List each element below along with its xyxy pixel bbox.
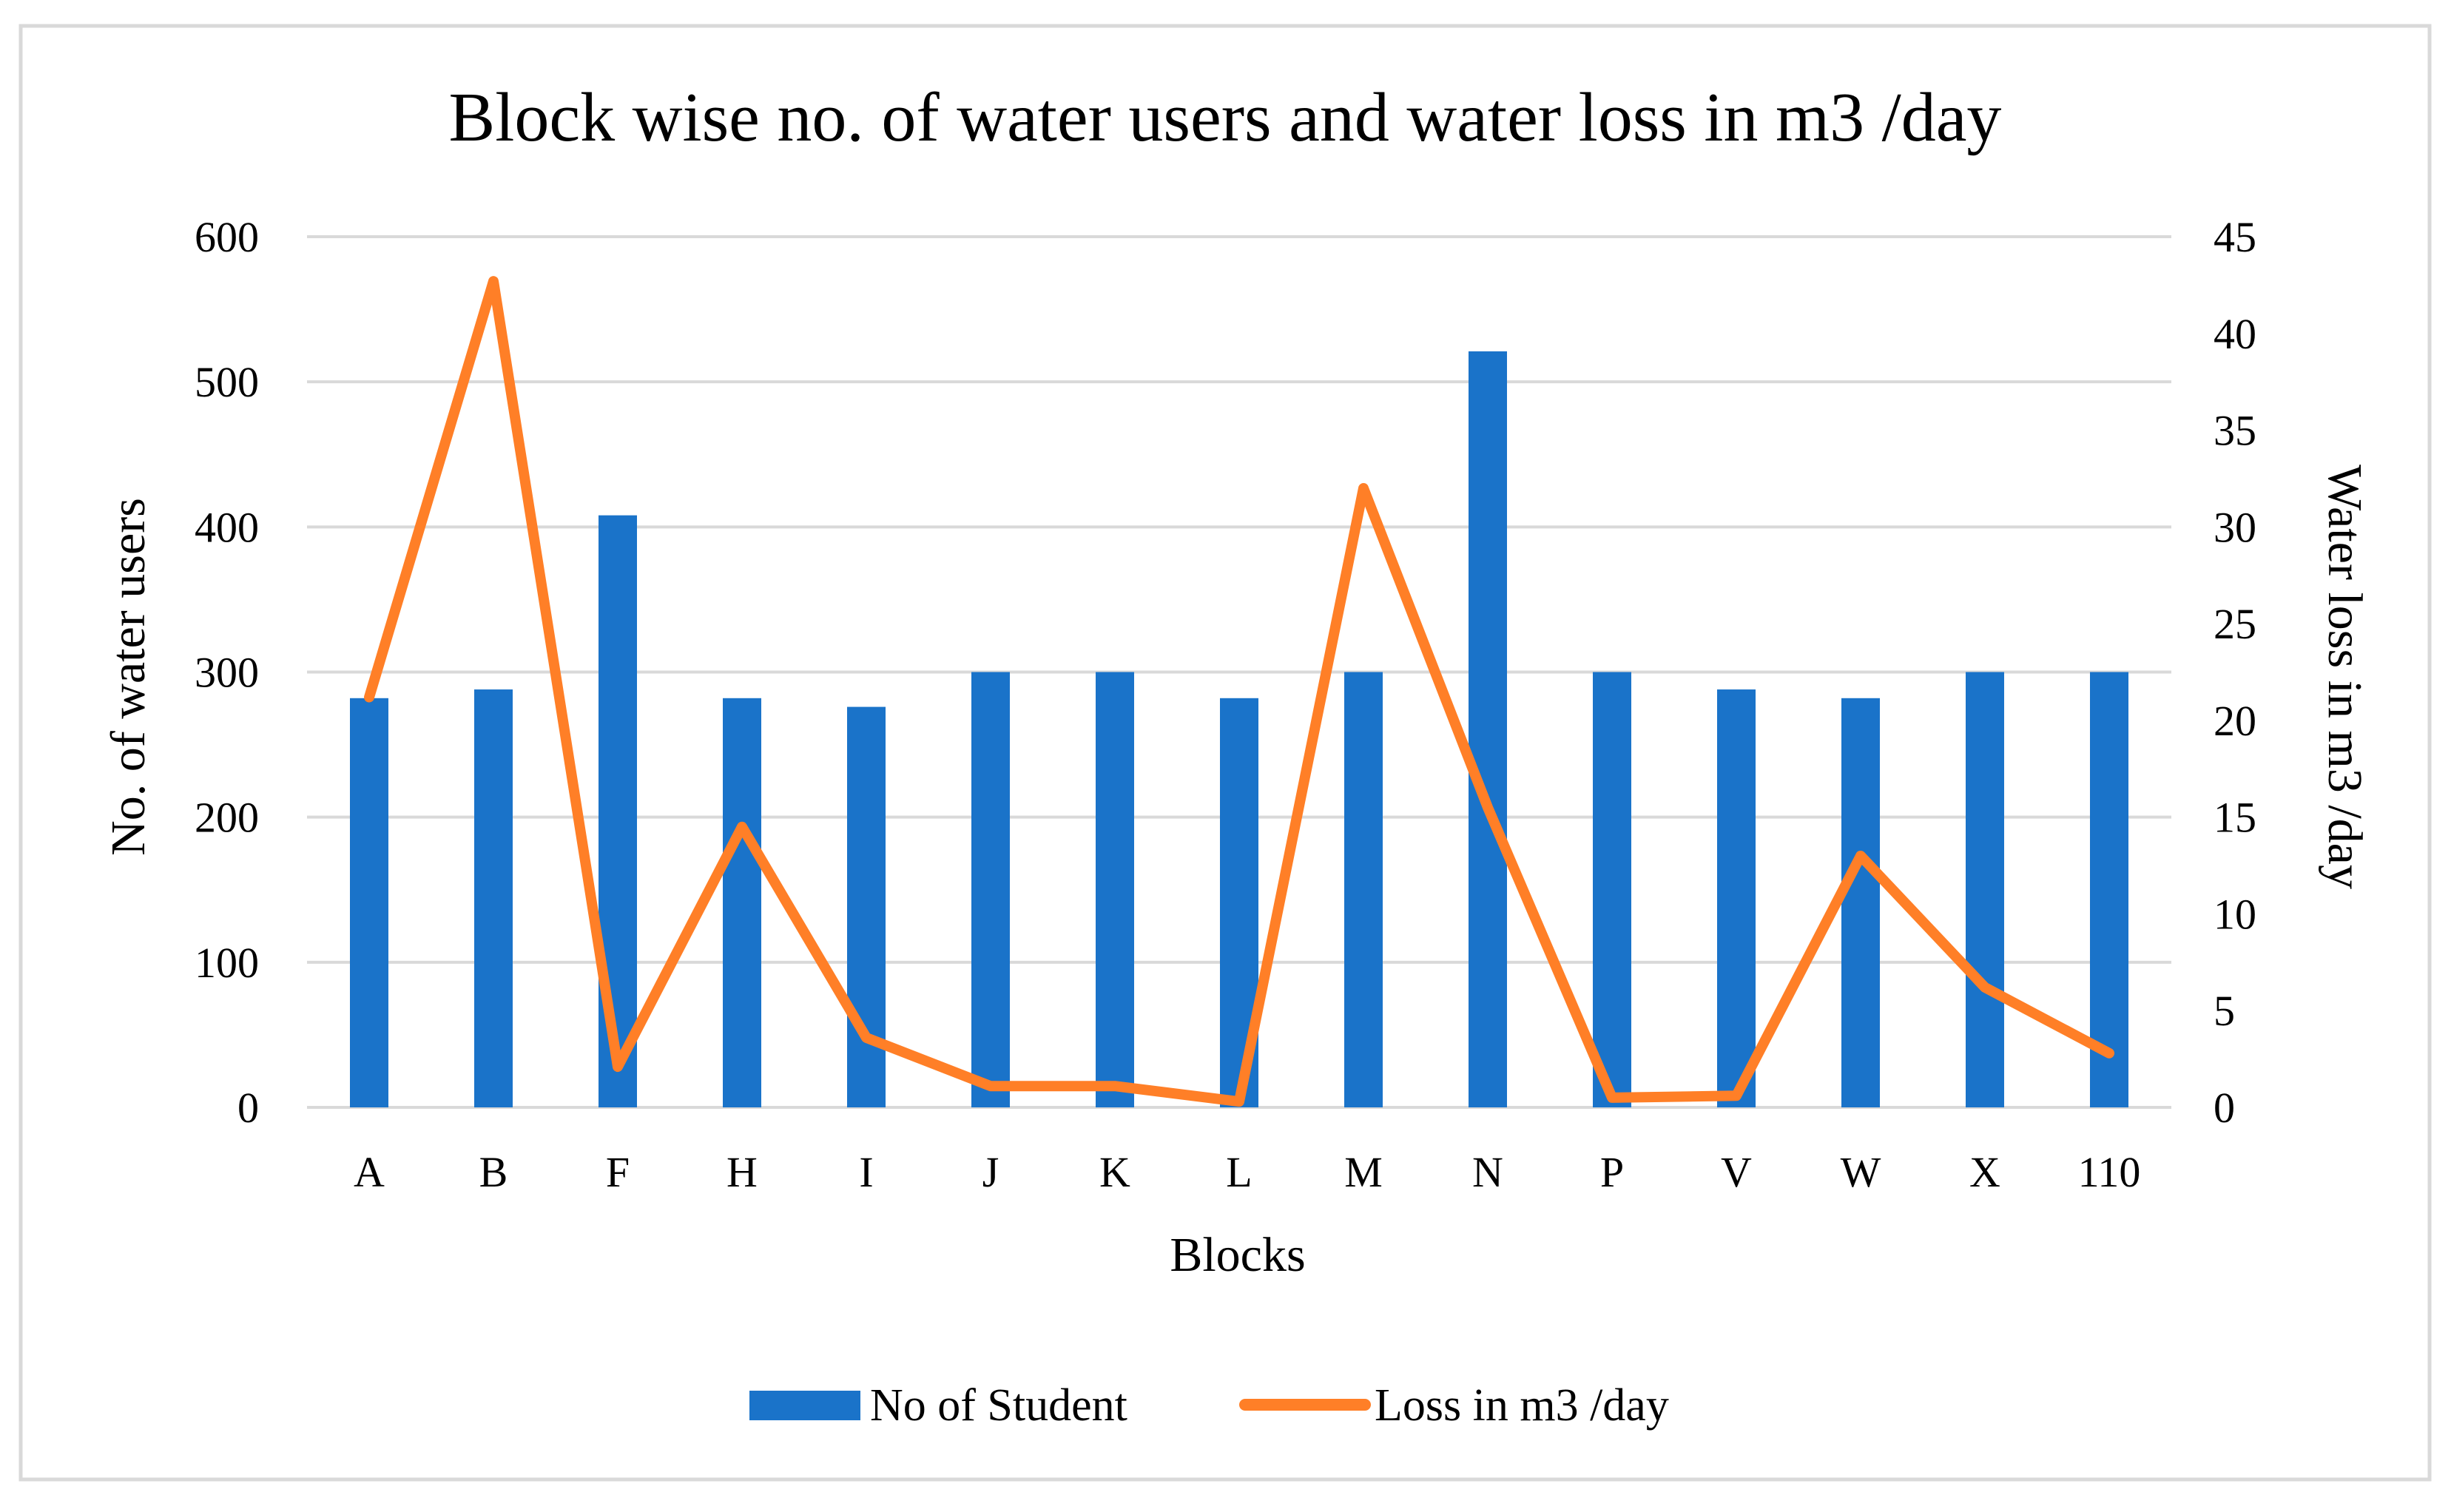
loss-point — [1487, 806, 1489, 809]
loss-point — [1984, 986, 1986, 988]
y-tick-label: 0 — [237, 1084, 259, 1132]
right-y-axis: 0 5 10 15 20 25 30 35 40 45 — [2214, 213, 2256, 1132]
bar — [1717, 689, 1756, 1107]
x-tick-label: L — [1226, 1148, 1252, 1196]
x-tick-label: K — [1099, 1148, 1130, 1196]
y-axis-title: No. of water users — [101, 498, 155, 856]
x-tick-label: A — [354, 1148, 385, 1196]
x-tick-label: I — [859, 1148, 873, 1196]
bar — [1096, 672, 1134, 1107]
y-tick-label: 100 — [195, 939, 259, 987]
bar — [599, 515, 637, 1107]
y2-tick-label: 10 — [2214, 890, 2256, 938]
y2-tick-label: 5 — [2214, 987, 2235, 1035]
legend-bar-label: No of Student — [870, 1380, 1127, 1431]
loss-point — [1114, 1085, 1116, 1087]
loss-point — [866, 1036, 867, 1039]
bar — [350, 698, 388, 1107]
x-tick-label: N — [1472, 1148, 1503, 1196]
legend-line-label: Loss in m3 /day — [1375, 1380, 1669, 1431]
y2-tick-label: 20 — [2214, 697, 2256, 745]
y-tick-label: 500 — [195, 358, 259, 406]
line-series — [364, 276, 2114, 1107]
legend: No of Student Loss in m3 /day — [749, 1380, 1669, 1431]
y2-tick-label: 25 — [2214, 600, 2256, 648]
bar — [1344, 672, 1383, 1107]
bar — [1469, 351, 1507, 1107]
bar — [723, 698, 761, 1107]
loss-point — [2108, 1052, 2110, 1054]
loss-point — [368, 696, 370, 698]
x-tick-label: F — [606, 1148, 630, 1196]
loss-point — [617, 1066, 618, 1068]
loss-point — [1363, 487, 1364, 490]
y2-tick-label: 15 — [2214, 794, 2256, 842]
y-tick-label: 600 — [195, 213, 259, 261]
legend-bar-swatch — [749, 1391, 860, 1420]
x-tick-label: 110 — [2078, 1148, 2141, 1196]
y-tick-label: 200 — [195, 794, 259, 842]
x-tick-label: J — [982, 1148, 999, 1196]
loss-point — [493, 280, 494, 283]
x-tick-label: H — [726, 1148, 758, 1196]
y-tick-label: 400 — [195, 503, 259, 551]
bar — [1841, 698, 1880, 1107]
loss-point — [1238, 1101, 1240, 1103]
loss-point — [1736, 1095, 1737, 1097]
bar — [2090, 672, 2128, 1107]
y-tick-label: 300 — [195, 649, 259, 697]
loss-point — [990, 1085, 991, 1087]
y2-axis-title: Water loss in m3 /day — [2318, 465, 2372, 889]
y2-tick-label: 35 — [2214, 407, 2256, 455]
x-tick-label: W — [1841, 1148, 1881, 1196]
bar — [1593, 672, 1631, 1107]
y2-tick-label: 45 — [2214, 213, 2256, 261]
x-tick-label: V — [1721, 1148, 1752, 1196]
bar — [1966, 672, 2004, 1107]
x-axis-title: Blocks — [1170, 1228, 1305, 1282]
loss-point — [1611, 1096, 1613, 1098]
x-tick-label: M — [1344, 1148, 1383, 1196]
chart-title: Block wise no. of water users and water … — [449, 79, 2002, 156]
x-axis: A B F H I J K L M N P V W X 110 — [354, 1148, 2140, 1196]
y2-tick-label: 0 — [2214, 1084, 2235, 1132]
bar — [474, 689, 513, 1107]
loss-point — [741, 826, 743, 828]
loss-point — [1860, 854, 1861, 857]
left-y-axis: 0 100 200 300 400 500 600 — [195, 213, 259, 1132]
x-tick-label: X — [1969, 1148, 2000, 1196]
bar-series — [350, 351, 2128, 1107]
x-tick-label: P — [1600, 1148, 1624, 1196]
x-tick-label: B — [479, 1148, 508, 1196]
y2-tick-label: 40 — [2214, 310, 2256, 358]
bar — [971, 672, 1010, 1107]
y2-tick-label: 30 — [2214, 503, 2256, 551]
